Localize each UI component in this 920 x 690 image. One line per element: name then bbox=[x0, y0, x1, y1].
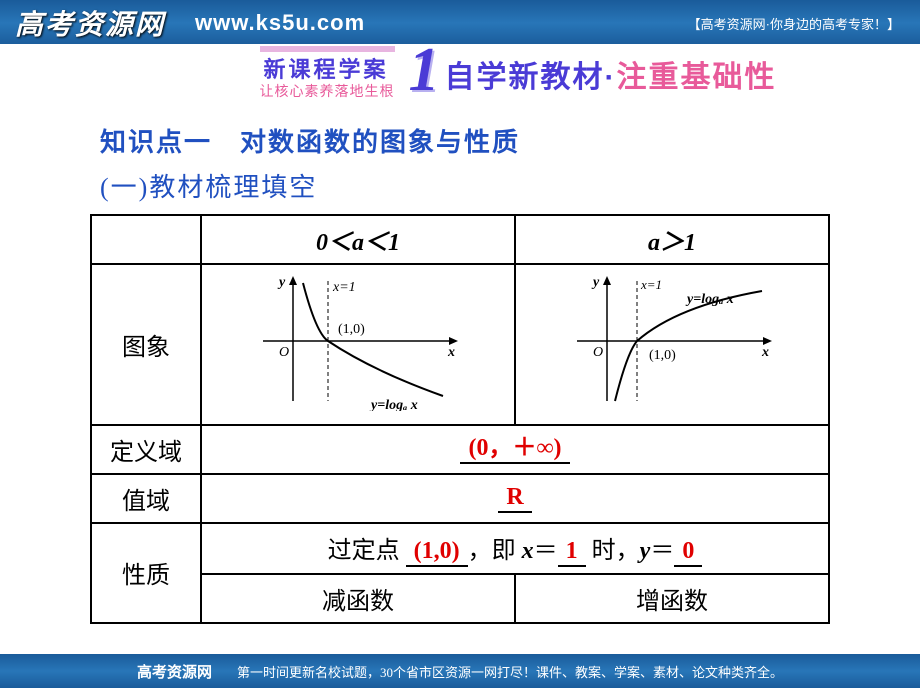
svg-text:x=1: x=1 bbox=[332, 280, 356, 295]
footer-logo: 高考资源网 bbox=[137, 661, 212, 682]
increasing-cell: 增函数 bbox=[515, 574, 829, 623]
header-slogan: 【高考资源网·你身边的高考专家！】 bbox=[688, 14, 900, 33]
properties-table: 0＜a＜1 a＞1 图象 y x O x=1 (1,0) y=logₐ bbox=[90, 214, 830, 623]
domain-value-cell: (0，＋∞) bbox=[201, 425, 829, 474]
svg-text:O: O bbox=[593, 345, 603, 360]
graph-row: 图象 y x O x=1 (1,0) y=logₐ x bbox=[91, 264, 829, 425]
property-row-1: 性质 过定点 (1,0)，即 x＝1 时，y＝0 bbox=[91, 523, 829, 573]
graph-label-cell: 图象 bbox=[91, 264, 201, 425]
log-graph-decreasing: y x O x=1 (1,0) y=logₐ x bbox=[243, 271, 473, 411]
sep-text: 时， bbox=[586, 538, 640, 564]
site-logo: 高考资源网 bbox=[15, 3, 165, 43]
svg-text:y: y bbox=[591, 275, 600, 290]
svg-text:y=logₐ x: y=logₐ x bbox=[369, 398, 418, 411]
knowledge-point-heading: 知识点一 对数函数的图象与性质 bbox=[100, 122, 900, 159]
property-row-2: 减函数 增函数 bbox=[91, 574, 829, 623]
banner-right: 自学新教材·注重基础性 bbox=[445, 52, 777, 96]
fixed-point-prefix: 过定点 bbox=[328, 538, 400, 564]
fixed-mid: ，即 bbox=[468, 538, 522, 564]
svg-text:(1,0): (1,0) bbox=[338, 322, 365, 337]
fixed-point-cell: 过定点 (1,0)，即 x＝1 时，y＝0 bbox=[201, 523, 829, 573]
footer-text: 第一时间更新名校试题，30个省市区资源一网打尽！课件、教案、学案、素材、论文种类… bbox=[237, 662, 783, 681]
x-var: x bbox=[522, 538, 534, 564]
x-value: 1 bbox=[558, 538, 586, 566]
svg-text:x: x bbox=[761, 345, 769, 360]
graph-increasing-cell: y x O x=1 (1,0) y=logₐ x bbox=[515, 264, 829, 425]
banner-title: 新课程学案 bbox=[260, 46, 395, 84]
banner-subtitle: 让核心素养落地生根 bbox=[260, 84, 395, 102]
sub-heading: (一)教材梳理填空 bbox=[100, 167, 900, 204]
table-header-row: 0＜a＜1 a＞1 bbox=[91, 215, 829, 264]
domain-value: (0，＋∞) bbox=[460, 435, 569, 463]
header-col1: 0＜a＜1 bbox=[201, 215, 515, 264]
svg-text:y: y bbox=[277, 275, 286, 290]
log-graph-increasing: y x O x=1 (1,0) y=logₐ x bbox=[557, 271, 787, 411]
y-var: y bbox=[640, 538, 651, 564]
svg-text:(1,0): (1,0) bbox=[649, 348, 676, 363]
range-value-cell: R bbox=[201, 474, 829, 523]
domain-row: 定义域 (0，＋∞) bbox=[91, 425, 829, 474]
range-row: 值域 R bbox=[91, 474, 829, 523]
header-empty-cell bbox=[91, 215, 201, 264]
y-value: 0 bbox=[674, 538, 702, 566]
property-label-cell: 性质 bbox=[91, 523, 201, 622]
domain-label-cell: 定义域 bbox=[91, 425, 201, 474]
section-number: 1 bbox=[409, 39, 440, 101]
banner-text-2: 注重基础性 bbox=[617, 61, 777, 94]
svg-text:y=logₐ x: y=logₐ x bbox=[685, 292, 734, 307]
range-value: R bbox=[498, 484, 531, 512]
svg-text:O: O bbox=[279, 345, 289, 360]
site-url: www.ks5u.com bbox=[195, 10, 365, 36]
svg-text:x: x bbox=[447, 345, 455, 360]
banner-text-1: 自学新教材 bbox=[445, 61, 605, 94]
range-label-cell: 值域 bbox=[91, 474, 201, 523]
header-col2: a＞1 bbox=[515, 215, 829, 264]
banner-dot: · bbox=[605, 61, 617, 94]
banner-left: 新课程学案 让核心素养落地生根 bbox=[254, 44, 401, 104]
graph-decreasing-cell: y x O x=1 (1,0) y=logₐ x bbox=[201, 264, 515, 425]
page-header: 高考资源网 www.ks5u.com 【高考资源网·你身边的高考专家！】 bbox=[0, 0, 920, 46]
svg-text:x=1: x=1 bbox=[640, 277, 662, 292]
page-footer: 高考资源网 第一时间更新名校试题，30个省市区资源一网打尽！课件、教案、学案、素… bbox=[0, 654, 920, 688]
decreasing-cell: 减函数 bbox=[201, 574, 515, 623]
content-area: 新课程学案 让核心素养落地生根 1 自学新教材·注重基础性 知识点一 对数函数的… bbox=[0, 44, 920, 654]
lesson-banner: 新课程学案 让核心素养落地生根 1 自学新教材·注重基础性 bbox=[130, 44, 900, 104]
fixed-point-value: (1,0) bbox=[406, 538, 468, 566]
